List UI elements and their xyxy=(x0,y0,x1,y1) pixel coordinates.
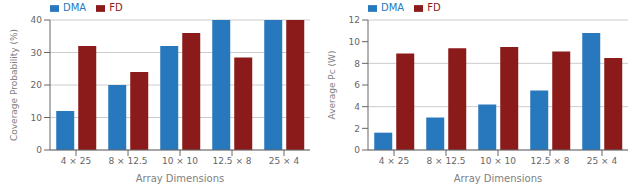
svg-text:4 × 25: 4 × 25 xyxy=(379,156,409,166)
html-text:FD: FD xyxy=(109,2,123,13)
svg-text:10: 10 xyxy=(349,37,361,47)
svg-text:12.5 × 8: 12.5 × 8 xyxy=(530,156,569,166)
svg-text:Average Pc (W): Average Pc (W) xyxy=(327,51,337,120)
svg-text:4 × 25: 4 × 25 xyxy=(61,156,91,166)
svg-text:6: 6 xyxy=(354,80,360,90)
html-text:DMA: DMA xyxy=(63,2,87,13)
svg-text:20: 20 xyxy=(31,80,43,90)
svg-text:0: 0 xyxy=(354,145,360,155)
svg-text:10: 10 xyxy=(31,113,43,123)
html-text:DMA: DMA xyxy=(381,2,405,13)
svg-text:30: 30 xyxy=(31,48,43,58)
svg-text:Array Dimensions: Array Dimensions xyxy=(136,173,224,184)
svg-text:25 × 4: 25 × 4 xyxy=(587,156,618,166)
html-text:FD: FD xyxy=(427,2,441,13)
svg-text:10 × 10: 10 × 10 xyxy=(162,156,198,166)
svg-text:8 × 12.5: 8 × 12.5 xyxy=(426,156,465,166)
svg-text:4: 4 xyxy=(354,102,360,112)
svg-text:Coverage Probability (%): Coverage Probability (%) xyxy=(9,29,19,141)
svg-text:0: 0 xyxy=(36,145,42,155)
svg-text:40: 40 xyxy=(31,15,43,25)
svg-text:2: 2 xyxy=(354,124,360,134)
svg-text:10 × 10: 10 × 10 xyxy=(480,156,516,166)
svg-text:8 × 12.5: 8 × 12.5 xyxy=(108,156,147,166)
svg-text:12.5 × 8: 12.5 × 8 xyxy=(212,156,251,166)
svg-text:25 × 4: 25 × 4 xyxy=(269,156,300,166)
svg-text:Array Dimensions: Array Dimensions xyxy=(454,173,542,184)
svg-text:8: 8 xyxy=(354,59,360,69)
svg-text:12: 12 xyxy=(349,15,360,25)
